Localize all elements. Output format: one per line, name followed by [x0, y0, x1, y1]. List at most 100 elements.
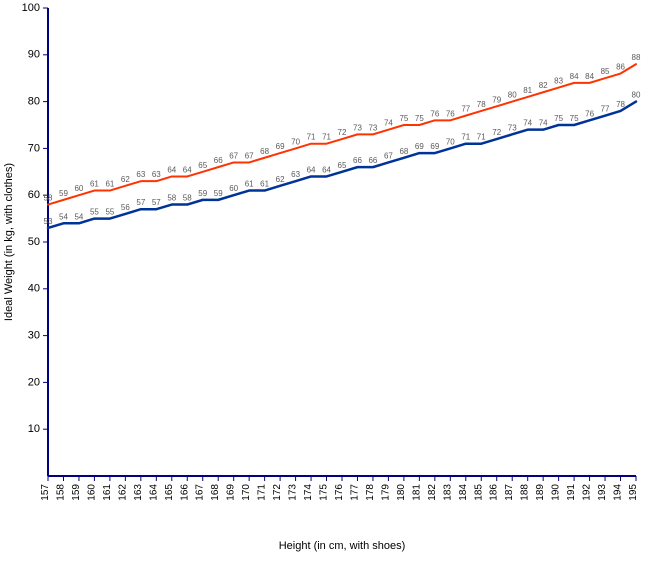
data-label: 55: [90, 208, 99, 217]
data-label: 58: [44, 194, 53, 203]
data-label: 54: [59, 212, 68, 221]
x-tick-label: 169: [226, 484, 237, 501]
y-tick-label: 90: [28, 49, 40, 61]
data-label: 56: [121, 203, 130, 212]
x-tick-label: 167: [195, 484, 206, 501]
data-label: 80: [508, 91, 517, 100]
data-label: 70: [446, 137, 455, 146]
data-label: 76: [430, 109, 439, 118]
data-label: 54: [74, 212, 83, 221]
x-tick-label: 172: [272, 484, 283, 501]
data-label: 72: [338, 128, 347, 137]
data-label: 73: [508, 123, 517, 132]
data-label: 55: [105, 208, 114, 217]
x-tick-label: 180: [396, 484, 407, 501]
y-tick-label: 10: [28, 423, 40, 435]
data-label: 59: [198, 189, 207, 198]
x-tick-label: 170: [241, 484, 252, 501]
data-label: 61: [260, 180, 269, 189]
data-label: 69: [276, 142, 285, 151]
data-label: 84: [570, 72, 579, 81]
x-tick-label: 195: [628, 484, 639, 501]
data-label: 68: [260, 147, 269, 156]
data-label: 61: [105, 180, 114, 189]
x-tick-label: 182: [427, 484, 438, 501]
data-label: 73: [353, 123, 362, 132]
x-tick-label: 162: [117, 484, 128, 501]
x-tick-label: 159: [71, 484, 82, 501]
data-label: 74: [539, 119, 548, 128]
data-label: 60: [229, 184, 238, 193]
data-label: 85: [601, 67, 610, 76]
x-tick-label: 166: [179, 484, 190, 501]
x-tick-label: 161: [102, 484, 113, 501]
y-tick-label: 50: [28, 236, 40, 248]
data-label: 63: [136, 170, 145, 179]
data-label: 75: [554, 114, 563, 123]
data-label: 62: [121, 175, 130, 184]
x-tick-label: 157: [40, 484, 51, 501]
data-label: 53: [44, 217, 53, 226]
x-tick-label: 189: [535, 484, 546, 501]
data-label: 65: [338, 161, 347, 170]
data-label: 75: [570, 114, 579, 123]
data-label: 78: [616, 100, 625, 109]
data-label: 77: [601, 105, 610, 114]
x-tick-label: 163: [133, 484, 144, 501]
x-tick-label: 188: [520, 484, 531, 501]
x-tick-label: 190: [551, 484, 562, 501]
x-tick-label: 179: [380, 484, 391, 501]
data-label: 68: [399, 147, 408, 156]
data-label: 64: [167, 165, 176, 174]
data-label: 64: [183, 165, 192, 174]
data-label: 63: [152, 170, 161, 179]
x-tick-label: 158: [55, 484, 66, 501]
data-label: 59: [59, 189, 68, 198]
data-label: 72: [492, 128, 501, 137]
y-tick-label: 60: [28, 189, 40, 201]
x-tick-label: 181: [411, 484, 422, 501]
x-axis-title: Height (in cm, with shoes): [279, 540, 406, 552]
data-label: 66: [368, 156, 377, 165]
x-tick-label: 186: [489, 484, 500, 501]
data-label: 74: [384, 119, 393, 128]
data-label: 77: [461, 105, 470, 114]
x-tick-label: 168: [210, 484, 221, 501]
x-tick-label: 160: [86, 484, 97, 501]
x-tick-label: 164: [148, 484, 159, 501]
x-tick-label: 193: [597, 484, 608, 501]
x-tick-label: 176: [334, 484, 345, 501]
x-tick-label: 171: [257, 484, 268, 501]
y-tick-label: 40: [28, 283, 40, 295]
x-tick-label: 165: [164, 484, 175, 501]
x-tick-label: 191: [566, 484, 577, 501]
x-tick-label: 174: [303, 484, 314, 501]
data-label: 75: [399, 114, 408, 123]
data-label: 60: [74, 184, 83, 193]
data-label: 71: [461, 133, 470, 142]
x-tick-label: 178: [365, 484, 376, 501]
data-label: 75: [415, 114, 424, 123]
data-label: 67: [245, 151, 254, 160]
data-label: 64: [322, 165, 331, 174]
data-label: 82: [539, 81, 548, 90]
data-label: 84: [585, 72, 594, 81]
y-axis-title: Ideal Weight (in kg, with clothes): [3, 163, 15, 321]
data-label: 58: [167, 194, 176, 203]
data-label: 69: [415, 142, 424, 151]
data-label: 88: [632, 53, 641, 62]
data-label: 65: [198, 161, 207, 170]
data-label: 61: [90, 180, 99, 189]
x-tick-label: 183: [442, 484, 453, 501]
data-label: 69: [430, 142, 439, 151]
data-label: 78: [477, 100, 486, 109]
y-tick-label: 30: [28, 330, 40, 342]
data-label: 74: [523, 119, 532, 128]
data-label: 61: [245, 180, 254, 189]
data-label: 67: [229, 151, 238, 160]
data-label: 80: [632, 91, 641, 100]
data-label: 58: [183, 194, 192, 203]
y-tick-label: 70: [28, 142, 40, 154]
x-tick-label: 173: [288, 484, 299, 501]
data-label: 57: [152, 198, 161, 207]
